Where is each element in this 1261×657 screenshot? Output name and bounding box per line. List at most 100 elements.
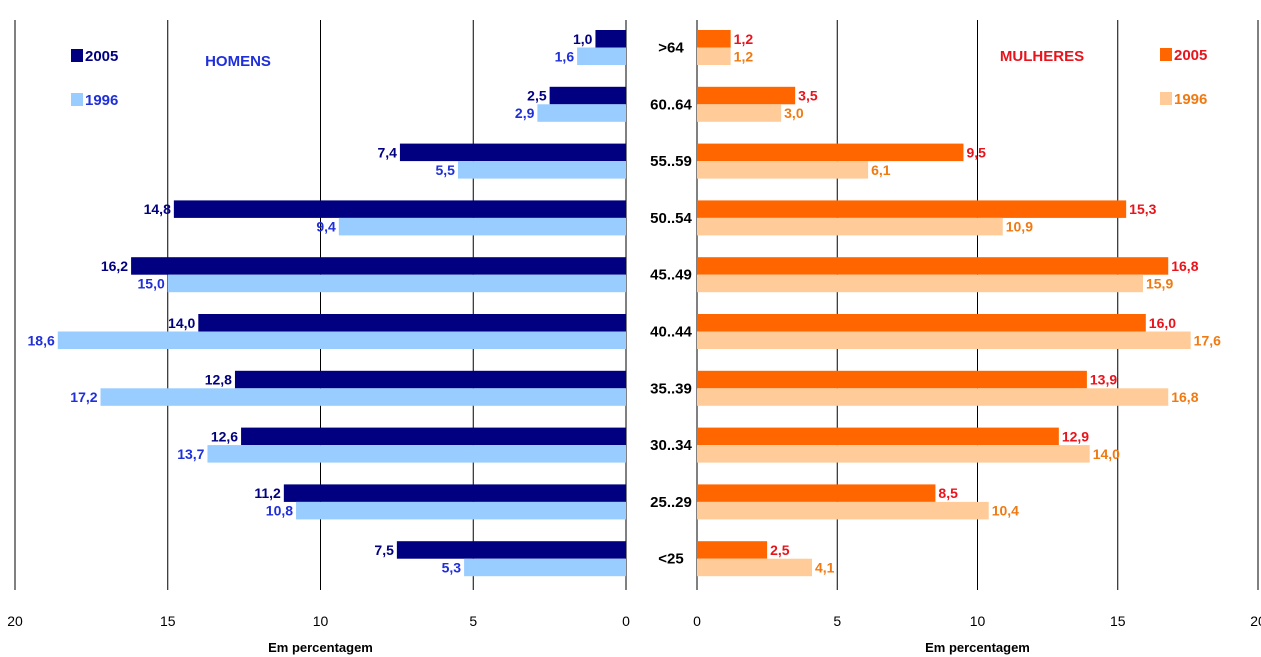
x-axis-title-right: Em percentagem xyxy=(925,640,1030,655)
data-label-left-1996-5: 18,6 xyxy=(28,332,55,348)
bar-left-2005-4 xyxy=(131,257,626,275)
data-label-right-1996-1: 3,0 xyxy=(784,105,804,121)
bar-right-2005-4 xyxy=(697,257,1169,275)
data-label-right-2005-9: 2,5 xyxy=(770,542,790,558)
bar-right-1996-9 xyxy=(697,558,813,577)
data-label-left-1996-8: 10,8 xyxy=(266,503,293,519)
bar-right-1996-2 xyxy=(697,161,869,179)
bar-left-1996-7 xyxy=(207,445,626,463)
bar-left-2005-0 xyxy=(595,30,626,48)
bar-right-2005-2 xyxy=(697,143,964,162)
x-tick-label-right-5: 5 xyxy=(833,613,841,629)
data-label-right-2005-1: 3,5 xyxy=(798,88,818,104)
data-label-left-1996-2: 5,5 xyxy=(436,162,456,178)
legend-swatch-left-1996 xyxy=(71,93,83,106)
bar-right-1996-5 xyxy=(697,331,1191,349)
data-label-left-2005-5: 14,0 xyxy=(168,315,195,331)
data-label-right-2005-3: 15,3 xyxy=(1129,201,1156,217)
data-label-left-2005-1: 2,5 xyxy=(527,88,547,104)
data-label-right-2005-7: 12,9 xyxy=(1062,428,1089,444)
category-label-9: <25 xyxy=(658,551,683,568)
x-tick-label-right-10: 10 xyxy=(970,613,986,629)
bar-left-2005-6 xyxy=(234,370,626,389)
bar-left-1996-6 xyxy=(100,388,627,406)
x-tick-label-left-5: 5 xyxy=(469,613,477,629)
data-label-left-1996-4: 15,0 xyxy=(138,275,165,291)
legend-label-right-2005: 2005 xyxy=(1174,47,1207,64)
category-label-0: >64 xyxy=(658,40,684,57)
data-label-left-2005-3: 14,8 xyxy=(144,201,171,217)
bar-right-2005-6 xyxy=(697,370,1087,389)
panel-title-left: HOMENS xyxy=(205,53,271,70)
legend-label-left-1996: 1996 xyxy=(85,92,118,109)
data-label-left-1996-9: 5,3 xyxy=(442,559,462,575)
x-tick-label-left-20: 20 xyxy=(7,613,23,629)
bar-right-1996-6 xyxy=(697,388,1169,406)
category-label-7: 30..34 xyxy=(650,437,692,454)
data-label-left-1996-6: 17,2 xyxy=(70,389,97,405)
bar-left-1996-5 xyxy=(57,331,626,349)
bar-right-1996-4 xyxy=(697,274,1143,293)
bar-left-2005-5 xyxy=(198,314,627,332)
category-label-2: 55..59 xyxy=(650,153,692,170)
data-label-right-2005-4: 16,8 xyxy=(1171,258,1198,274)
legend-label-right-1996: 1996 xyxy=(1174,91,1207,108)
data-label-right-1996-0: 1,2 xyxy=(734,48,754,64)
data-label-right-2005-2: 9,5 xyxy=(966,144,986,160)
data-label-right-1996-6: 16,8 xyxy=(1171,389,1198,405)
legend-swatch-right-2005 xyxy=(1160,48,1172,61)
x-axis-title-left: Em percentagem xyxy=(268,640,373,655)
data-label-right-2005-8: 8,5 xyxy=(938,485,958,501)
bar-right-2005-0 xyxy=(697,30,731,48)
bar-left-1996-2 xyxy=(457,161,626,179)
category-label-6: 35..39 xyxy=(650,380,692,397)
data-label-left-1996-3: 9,4 xyxy=(316,219,336,235)
bar-left-2005-7 xyxy=(241,427,626,446)
bar-left-1996-0 xyxy=(577,47,626,65)
data-label-left-1996-7: 13,7 xyxy=(177,446,204,462)
data-label-right-1996-4: 15,9 xyxy=(1146,275,1173,291)
bar-right-2005-3 xyxy=(697,200,1127,218)
category-label-1: 60..64 xyxy=(650,96,692,113)
data-label-left-2005-4: 16,2 xyxy=(101,258,128,274)
data-label-left-1996-0: 1,6 xyxy=(555,48,575,64)
bar-right-2005-7 xyxy=(697,427,1059,446)
bar-left-2005-9 xyxy=(396,541,626,559)
x-tick-label-left-15: 15 xyxy=(160,613,176,629)
x-tick-label-right-0: 0 xyxy=(693,613,701,629)
bar-left-2005-8 xyxy=(283,484,626,502)
data-label-right-1996-7: 14,0 xyxy=(1093,446,1120,462)
bar-right-1996-1 xyxy=(697,104,782,122)
bar-right-1996-0 xyxy=(697,47,731,65)
category-label-8: 25..29 xyxy=(650,494,692,511)
category-label-4: 45..49 xyxy=(650,267,692,284)
data-label-left-2005-9: 7,5 xyxy=(374,542,394,558)
bar-left-2005-1 xyxy=(549,86,626,105)
bar-left-1996-9 xyxy=(464,558,626,577)
data-label-right-1996-5: 17,6 xyxy=(1194,332,1221,348)
data-label-right-1996-8: 10,4 xyxy=(992,503,1019,519)
bar-right-2005-1 xyxy=(697,86,796,105)
legend-swatch-left-2005 xyxy=(71,49,83,62)
x-tick-label-right-15: 15 xyxy=(1110,613,1126,629)
data-label-left-2005-0: 1,0 xyxy=(573,31,593,47)
bar-right-1996-3 xyxy=(697,217,1003,236)
data-label-right-2005-5: 16,0 xyxy=(1149,315,1176,331)
data-label-left-2005-2: 7,4 xyxy=(377,144,397,160)
bar-left-1996-8 xyxy=(296,501,626,520)
bar-left-2005-3 xyxy=(173,200,627,218)
data-label-right-2005-0: 1,2 xyxy=(734,31,754,47)
data-label-left-2005-6: 12,8 xyxy=(205,372,232,388)
legend-label-left-2005: 2005 xyxy=(85,48,118,65)
x-tick-label-right-20: 20 xyxy=(1250,613,1261,629)
data-label-right-1996-3: 10,9 xyxy=(1006,219,1033,235)
bar-left-1996-1 xyxy=(537,104,626,122)
x-tick-label-left-10: 10 xyxy=(313,613,329,629)
bar-right-1996-7 xyxy=(697,445,1090,463)
data-label-right-1996-2: 6,1 xyxy=(871,162,891,178)
bar-right-2005-8 xyxy=(697,484,936,502)
panel-title-right: MULHERES xyxy=(1000,48,1084,65)
data-label-left-1996-1: 2,9 xyxy=(515,105,535,121)
bar-left-1996-3 xyxy=(338,217,626,236)
